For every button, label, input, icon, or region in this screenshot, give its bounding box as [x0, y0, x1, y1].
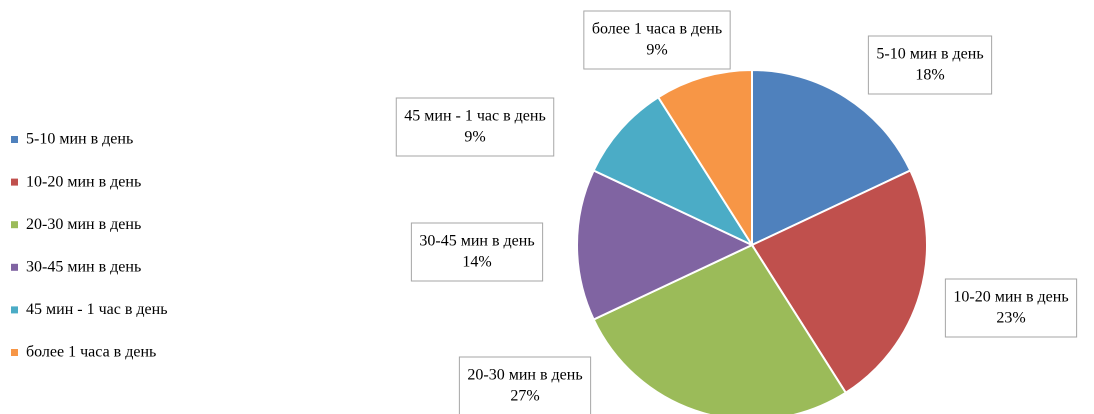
data-label: более 1 часа в день 9%	[583, 10, 731, 70]
pie-slice	[750, 169, 928, 395]
data-label-box	[410, 222, 544, 282]
legend-swatch	[11, 263, 18, 271]
data-label-category: 45 мин - 1 час в день	[404, 108, 545, 125]
legend-swatch	[11, 306, 18, 314]
legend-label: более 1 часа в день	[26, 344, 156, 361]
legend-label: 30-45 мин в день	[26, 258, 141, 275]
data-label-value: 14%	[462, 254, 491, 271]
legend-swatch	[11, 136, 18, 143]
data-label-box	[583, 10, 731, 70]
data-label-category: 10-20 мин в день	[953, 289, 1068, 306]
data-label-category: 20-30 мин в день	[467, 367, 582, 384]
pie-slice	[656, 68, 753, 249]
data-label: 10-20 мин в день 23%	[944, 278, 1078, 338]
data-label-value: 9%	[464, 129, 485, 146]
data-label: 45 мин - 1 час в день 9%	[395, 97, 555, 157]
data-label-box	[867, 35, 993, 95]
data-label-value: 23%	[996, 310, 1025, 327]
data-label: 20-30 мин в день 27%	[458, 356, 592, 414]
data-label: 5-10 мин в день 18%	[867, 35, 993, 95]
legend-label: 45 мин - 1 час в день	[26, 301, 167, 318]
legend-label: 10-20 мин в день	[26, 173, 141, 190]
data-label-category: более 1 часа в день	[592, 21, 722, 38]
data-label-box	[458, 356, 592, 414]
pie-slice	[592, 95, 755, 248]
pie-slice	[592, 243, 848, 414]
legend-swatch	[11, 349, 18, 356]
data-label-box	[944, 278, 1078, 338]
data-label-value: 9%	[646, 42, 667, 59]
legend-swatch	[11, 221, 18, 229]
data-label-category: 5-10 мин в день	[876, 46, 983, 63]
data-label-box	[395, 97, 555, 157]
data-label-category: 30-45 мин в день	[419, 233, 534, 250]
legend-label: 5-10 мин в день	[26, 131, 133, 148]
legend-label: 20-30 мин в день	[26, 216, 141, 233]
pie-slice	[751, 68, 912, 247]
data-label-value: 27%	[510, 388, 539, 405]
data-label-value: 18%	[915, 67, 944, 84]
pie-slice	[576, 169, 755, 321]
legend-swatch	[11, 178, 18, 186]
data-label: 30-45 мин в день 14%	[410, 222, 544, 282]
pie	[576, 68, 928, 414]
